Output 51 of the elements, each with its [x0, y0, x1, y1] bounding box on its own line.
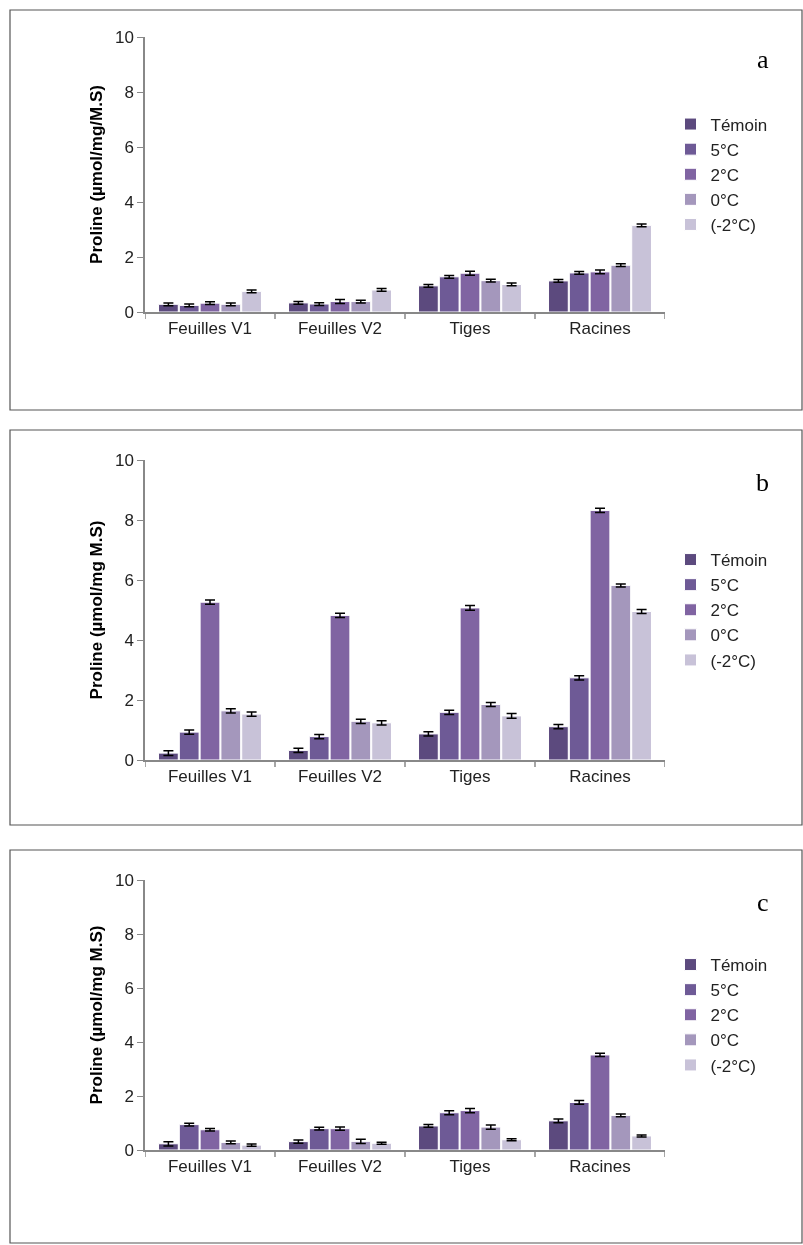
legend-label: 2°C — [710, 1006, 740, 1026]
legend-label: 0°C — [710, 190, 740, 210]
y-tick-label: 2 — [124, 247, 134, 267]
y-tick-label: 4 — [124, 192, 134, 212]
y-tick-label: 6 — [124, 137, 134, 157]
legend-label: 0°C — [710, 1031, 740, 1051]
legend-label: 5°C — [710, 981, 740, 1001]
legend-label: Témoin — [710, 956, 768, 976]
y-tick-label: 0 — [124, 302, 134, 322]
y-tick-label: 2 — [124, 1086, 134, 1106]
y-tick-label: 4 — [124, 1032, 134, 1052]
y-tick-label: 8 — [124, 82, 134, 102]
x-tick-label: Feuilles V1 — [167, 1157, 253, 1177]
legend-label: (-2°C) — [710, 1056, 757, 1076]
legend-label: (-2°C) — [710, 651, 757, 671]
x-tick-label: Feuilles V2 — [297, 319, 383, 339]
x-tick-label: Racines — [569, 767, 631, 787]
x-tick-label: Feuilles V2 — [297, 1157, 383, 1177]
y-tick-label: 6 — [124, 978, 134, 998]
y-tick-label: 6 — [124, 570, 134, 590]
legend-label: 2°C — [710, 601, 740, 621]
legend-label: 0°C — [710, 626, 740, 646]
text: a — [757, 45, 769, 74]
x-tick-label: Feuilles V2 — [297, 767, 383, 787]
y-tick-label: 10 — [114, 870, 134, 890]
x-tick-label: Feuilles V1 — [167, 319, 253, 339]
y-axis-title: Proline (µmol/mg M.S) — [86, 925, 106, 1105]
x-tick-label: Tiges — [449, 767, 491, 787]
y-tick-label: 4 — [124, 630, 134, 650]
x-tick-label: Feuilles V1 — [167, 767, 253, 787]
y-tick-label: 2 — [124, 690, 134, 710]
text: c — [757, 888, 769, 917]
legend-label: 5°C — [710, 576, 740, 596]
y-axis-title: Proline (µmol/mg M.S) — [86, 520, 106, 700]
legend-label: Témoin — [710, 115, 768, 135]
x-tick-label: Racines — [569, 1157, 631, 1177]
y-tick-label: 8 — [124, 510, 134, 530]
y-tick-label: 10 — [114, 27, 134, 47]
x-tick-label: Racines — [569, 319, 631, 339]
legend-label: 5°C — [710, 140, 740, 160]
legend-label: Témoin — [710, 551, 768, 571]
y-axis-title: Proline (µmol/mg/M.S) — [86, 85, 106, 264]
y-tick-label: 0 — [124, 750, 134, 770]
y-tick-label: 0 — [124, 1140, 134, 1160]
y-tick-label: 10 — [114, 450, 134, 470]
legend-label: 2°C — [710, 165, 740, 185]
x-tick-label: Tiges — [449, 1157, 491, 1177]
x-tick-label: Tiges — [449, 319, 491, 339]
legend-label: (-2°C) — [710, 216, 757, 236]
text: b — [756, 468, 769, 497]
y-tick-label: 8 — [124, 924, 134, 944]
